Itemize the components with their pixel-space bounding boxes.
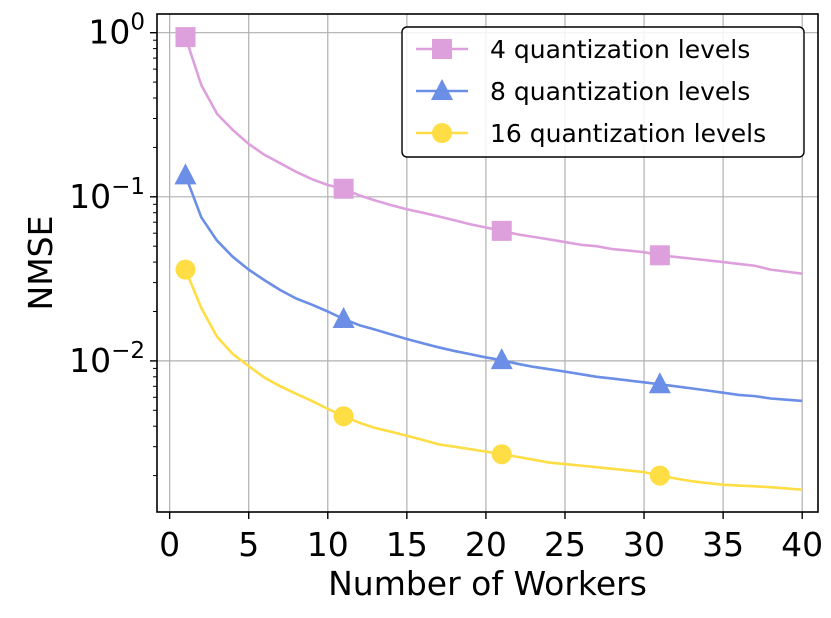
data-point (175, 259, 196, 280)
series-line (184, 174, 803, 403)
y-tick-exponent: 0 (130, 10, 145, 36)
legend-label: 16 quantization levels (490, 119, 766, 148)
y-tick-base: 10 (69, 177, 111, 216)
x-tick-label: 10 (307, 525, 349, 564)
series-1 (175, 27, 803, 275)
series-2 (174, 163, 803, 403)
y-tick-exponent: −1 (111, 174, 145, 200)
legend-marker (432, 39, 452, 59)
series-layer (174, 27, 803, 492)
legend-marker (431, 79, 453, 100)
data-point (174, 163, 197, 185)
x-tick-label: 0 (159, 525, 180, 564)
legend-label: 4 quantization levels (490, 35, 750, 64)
y-tick-base: 10 (69, 341, 111, 380)
data-point (648, 372, 671, 394)
x-tick-label: 20 (465, 525, 507, 564)
x-tick-label: 30 (623, 525, 665, 564)
data-point (649, 465, 670, 486)
data-point (490, 348, 513, 370)
x-tick-label: 15 (386, 525, 428, 564)
data-point (175, 27, 196, 48)
legend-frame (401, 26, 805, 158)
x-tick-label: 40 (781, 525, 823, 564)
legend-label: 8 quantization levels (490, 77, 750, 106)
x-axis-label: Number of Workers (328, 564, 647, 603)
data-point (332, 307, 355, 329)
legend-entry: 4 quantization levels (416, 35, 750, 64)
data-point (649, 245, 670, 266)
data-point (333, 406, 354, 427)
y-tick-exponent: −2 (111, 338, 145, 364)
data-point (333, 178, 354, 199)
legend-entry: 16 quantization levels (416, 119, 766, 148)
legend-entry: 8 quantization levels (416, 77, 750, 106)
data-point (491, 220, 512, 241)
y-tick-base: 10 (88, 13, 130, 52)
legend-marker (432, 123, 452, 143)
legend: 4 quantization levels 8 quantization leve… (401, 26, 805, 158)
x-tick-label: 35 (702, 525, 744, 564)
plot-frame (156, 13, 819, 513)
x-tick-label: 25 (544, 525, 586, 564)
y-tick-label: 10−1 (69, 174, 145, 216)
x-tick-label: 5 (238, 525, 259, 564)
series-3 (175, 259, 803, 492)
y-axis-label: NMSE (21, 216, 60, 311)
y-tick-label: 10−2 (69, 338, 145, 380)
y-tick-label: 100 (88, 10, 145, 52)
data-point (491, 444, 512, 465)
